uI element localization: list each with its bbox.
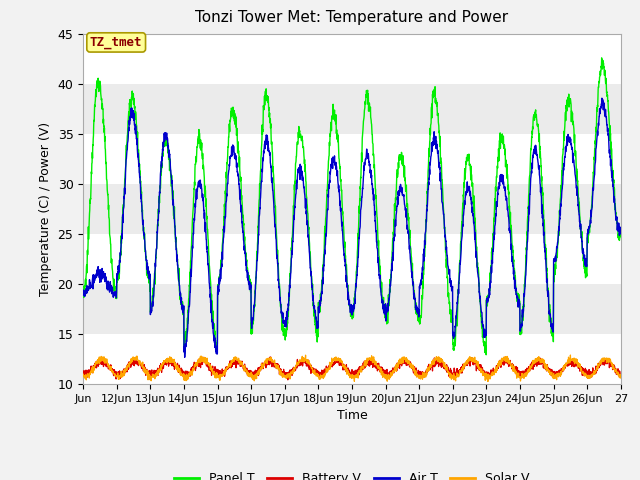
Solar V — [566, 352, 574, 358]
Text: TZ_tmet: TZ_tmet — [90, 36, 143, 49]
Line: Battery V: Battery V — [83, 357, 621, 380]
Panel T — [609, 179, 617, 185]
Air T — [609, 186, 617, 192]
Panel T — [514, 295, 522, 300]
Legend: Panel T, Battery V, Air T, Solar V: Panel T, Battery V, Air T, Solar V — [170, 468, 534, 480]
Solar V — [133, 353, 141, 359]
Battery V — [514, 370, 522, 375]
Battery V — [249, 372, 257, 378]
Panel T — [133, 130, 141, 135]
Bar — [83, 34, 621, 84]
Solar V — [384, 373, 392, 379]
Bar — [83, 334, 621, 384]
Bar — [83, 84, 621, 134]
Panel T — [544, 288, 552, 294]
Battery V — [79, 372, 87, 377]
Air T — [181, 354, 189, 360]
Air T — [133, 142, 141, 147]
Air T — [79, 292, 87, 298]
Battery V — [609, 363, 617, 369]
Air T — [617, 230, 625, 236]
Solar V — [79, 371, 87, 377]
Bar — [83, 184, 621, 234]
Battery V — [617, 372, 625, 378]
Air T — [598, 96, 605, 101]
Air T — [544, 292, 552, 298]
Panel T — [384, 312, 392, 317]
Line: Air T: Air T — [83, 98, 621, 357]
Panel T — [483, 352, 490, 358]
Battery V — [266, 354, 274, 360]
Solar V — [544, 368, 552, 373]
Title: Tonzi Tower Met: Temperature and Power: Tonzi Tower Met: Temperature and Power — [195, 11, 509, 25]
Air T — [249, 316, 257, 322]
Solar V — [609, 363, 617, 369]
Air T — [385, 307, 392, 313]
Solar V — [617, 372, 625, 377]
Solar V — [484, 379, 492, 384]
Line: Panel T: Panel T — [83, 58, 621, 355]
Bar — [83, 134, 621, 184]
Solar V — [514, 370, 522, 376]
Battery V — [133, 360, 141, 366]
X-axis label: Time: Time — [337, 409, 367, 422]
Bar — [83, 234, 621, 284]
Air T — [514, 294, 522, 300]
Panel T — [617, 233, 625, 239]
Y-axis label: Temperature (C) / Power (V): Temperature (C) / Power (V) — [39, 122, 52, 296]
Battery V — [284, 377, 292, 383]
Panel T — [249, 321, 257, 327]
Line: Solar V: Solar V — [83, 355, 621, 382]
Battery V — [545, 365, 552, 371]
Bar — [83, 284, 621, 334]
Battery V — [385, 370, 392, 376]
Solar V — [249, 374, 257, 380]
Panel T — [79, 294, 87, 300]
Panel T — [598, 55, 605, 61]
